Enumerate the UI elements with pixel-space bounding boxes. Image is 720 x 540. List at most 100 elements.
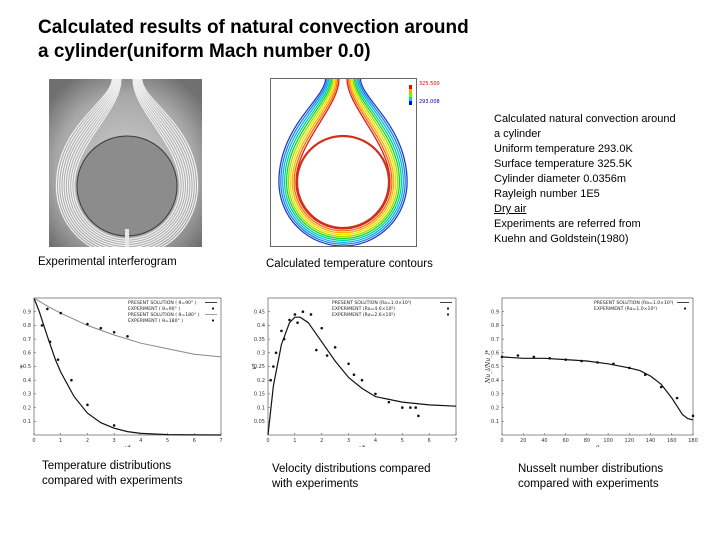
y-tick-label: 0.2 — [257, 378, 265, 384]
title-line-2: a cylinder(uniform Mach number 0.0) — [38, 41, 371, 62]
x-tick-label: 20 — [520, 438, 526, 444]
data-point — [282, 337, 286, 341]
legend-entry: EXPERIMENT (Ra=2.6×10⁵) — [332, 312, 395, 318]
x-tick-label: 140 — [646, 438, 656, 444]
title-line-1: Calculated results of natural convection… — [38, 17, 469, 38]
y-axis-label: v* — [252, 363, 258, 369]
contours-caption: Calculated temperature contours — [266, 258, 433, 270]
y-axis-label: φ — [20, 364, 24, 369]
temperature-caption: Temperature distributions compared with … — [42, 459, 183, 489]
data-point — [500, 355, 504, 359]
velocity-caption: Velocity distributions compared with exp… — [272, 462, 431, 492]
x-tick-label: 3 — [113, 438, 116, 444]
data-point — [516, 354, 520, 357]
data-point — [40, 324, 44, 327]
x-tick-label: 40 — [541, 438, 547, 444]
legend-entry: EXPERIMENT ( θ=90° ) — [128, 306, 180, 312]
data-point — [86, 322, 89, 326]
data-point — [293, 313, 297, 316]
x-tick-label: 2 — [86, 438, 89, 444]
y-tick-label: 0.15 — [254, 392, 265, 398]
data-point — [301, 310, 305, 313]
y-tick-label: 0.6 — [23, 351, 31, 357]
data-point — [325, 354, 329, 357]
x-tick-label: 4 — [374, 438, 377, 444]
y-tick-label: 0.4 — [257, 323, 265, 329]
x-tick-label: 4 — [139, 438, 142, 444]
data-point — [288, 318, 291, 322]
interferogram-caption: Experimental interferogram — [38, 256, 177, 268]
data-point — [532, 355, 536, 359]
temperature-contour — [283, 78, 403, 241]
y-tick-label: 0.4 — [23, 378, 31, 384]
y-tick-label: 0.9 — [491, 309, 499, 315]
data-point — [272, 365, 275, 368]
series-line — [33, 297, 222, 436]
x-tick-label: 7 — [219, 438, 222, 444]
data-point — [360, 378, 364, 382]
data-point — [112, 424, 116, 427]
x-tick-label: 100 — [603, 438, 613, 444]
x-tick-label: 160 — [667, 438, 677, 444]
y-tick-label: 0.1 — [257, 405, 265, 411]
x-tick-label: 7 — [454, 438, 457, 444]
x-tick-label: 2 — [320, 438, 323, 444]
x-tick-label: 3 — [347, 438, 350, 444]
temperature-contours-image: 325.500 293.008 — [270, 78, 440, 247]
data-point — [548, 356, 552, 360]
caption-line: Temperature distributions — [42, 460, 172, 472]
y-tick-label: 0.35 — [254, 337, 265, 343]
x-tick-label: 0 — [500, 438, 503, 444]
legend-entry: EXPERIMENT ( θ=180° ) — [128, 318, 183, 324]
y-tick-label: 0.8 — [491, 323, 499, 329]
plot-frame — [267, 297, 457, 436]
data-point — [643, 373, 647, 377]
x-tick-label: 60 — [562, 438, 568, 444]
caption-line: Velocity distributions compared — [272, 463, 431, 475]
y-tick-label: 0.5 — [491, 364, 499, 370]
temperature-contour — [293, 78, 393, 232]
data-point — [596, 361, 599, 364]
simulation-info: Calculated natural convection around a c… — [494, 112, 676, 247]
info-line: Surface temperature 325.5K — [494, 158, 633, 170]
x-tick-label: 6 — [193, 438, 196, 444]
x-tick-label: 6 — [428, 438, 431, 444]
contour-colorbar — [409, 85, 412, 105]
data-point — [112, 330, 116, 334]
data-point — [414, 406, 418, 409]
legend-marker — [446, 313, 450, 316]
info-line: Experiments are referred from — [494, 218, 641, 230]
legend-marker — [211, 319, 215, 322]
data-point — [628, 366, 631, 370]
y-tick-label: 0.5 — [23, 364, 31, 370]
x-tick-label: 120 — [625, 438, 635, 444]
temperature-contour — [282, 78, 404, 243]
data-point — [274, 351, 278, 355]
data-point — [296, 321, 299, 324]
temperature-chart: 0 1 2 3 4 5 6 7 0.1 0.2 0.3 0.4 0.5 0.6 0.7 0.8 0.9 γ* φ PR… — [20, 292, 225, 447]
series-line — [267, 316, 457, 436]
data-point — [99, 326, 103, 330]
nusselt-chart: 0 20 40 60 80 100 120 140 160 180 0.1 0.2 0.3 0.4 0.5 0… — [484, 292, 699, 447]
y-tick-label: 0.9 — [23, 309, 31, 315]
data-point — [46, 307, 49, 311]
data-point — [387, 400, 391, 404]
temperature-contour — [289, 78, 397, 236]
temperature-contour — [287, 78, 399, 238]
legend-entry: PRESENT SOLUTION (Ra=1.0×10⁵) — [594, 300, 674, 306]
x-tick-label: 5 — [166, 438, 169, 444]
temperature-contour — [285, 78, 401, 240]
data-point — [315, 348, 318, 352]
data-point — [659, 385, 663, 389]
page-title: Calculated results of natural convection… — [38, 16, 469, 64]
data-point — [409, 406, 412, 409]
data-point — [126, 335, 129, 338]
legend-entry: PRESENT SOLUTION ( θ=90° ) — [128, 300, 197, 306]
y-tick-label: 0.45 — [254, 309, 265, 315]
data-point — [333, 346, 337, 349]
data-point — [374, 392, 377, 396]
temperature-contour — [280, 78, 406, 245]
legend-entry: PRESENT SOLUTION (Ra=1.0×10⁵) — [332, 300, 412, 306]
y-tick-label: 0.7 — [23, 337, 31, 343]
x-tick-label: 1 — [293, 438, 296, 444]
